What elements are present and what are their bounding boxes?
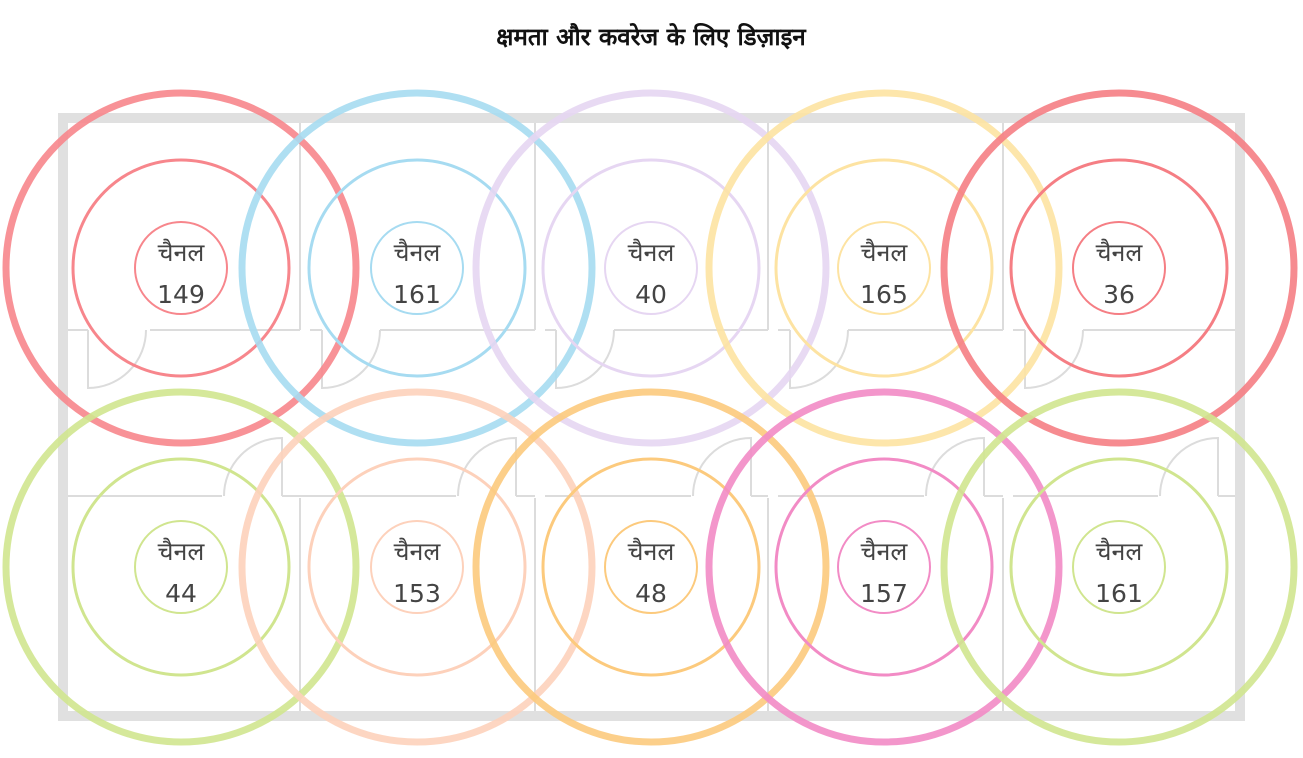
coverage-inner [1009, 457, 1229, 677]
channel-label: चैनल [394, 238, 442, 267]
access-point [370, 520, 464, 614]
coverage-outer [472, 89, 830, 447]
coverage-outer [705, 89, 1063, 447]
coverage-outer [2, 89, 360, 447]
coverage-inner [541, 158, 761, 378]
coverage-outer [940, 89, 1298, 447]
access-point [604, 520, 698, 614]
channel-number: 161 [393, 280, 441, 309]
access-point [134, 221, 228, 315]
coverage-inner [71, 457, 291, 677]
floor-plan [58, 113, 1245, 721]
coverage-outer [2, 388, 360, 746]
channel-label: चैनल [628, 537, 676, 566]
coverage-inner [774, 158, 994, 378]
coverage-outer [705, 388, 1063, 746]
access-point [837, 221, 931, 315]
doors-bottom [223, 436, 1219, 497]
channel-number: 165 [860, 280, 908, 309]
channel-label: चैनल [158, 537, 206, 566]
channel-number: 36 [1103, 280, 1135, 309]
coverage-outer [940, 388, 1298, 746]
channel-number: 157 [860, 579, 908, 608]
channel-label: चैनल [1096, 238, 1144, 267]
channel-number: 153 [393, 579, 441, 608]
channel-number: 48 [635, 579, 667, 608]
channel-label: चैनल [861, 238, 909, 267]
coverage-outer [238, 388, 596, 746]
coverage-inner [541, 457, 761, 677]
channel-label: चैनल [158, 238, 206, 267]
coverage-inner [307, 158, 527, 378]
outer-wall [58, 113, 1245, 721]
channel-label: चैनल [394, 537, 442, 566]
room-walls [299, 123, 1004, 711]
access-point [1072, 520, 1166, 614]
access-point [134, 520, 228, 614]
channel-label: चैनल [628, 238, 676, 267]
title: क्षमता और कवरेज के लिए डिज़ाइन [496, 23, 807, 51]
coverage-inner [307, 457, 527, 677]
channel-label: चैनल [1096, 537, 1144, 566]
channel-number: 161 [1095, 579, 1143, 608]
doors-top [87, 329, 1084, 390]
access-point [1072, 221, 1166, 315]
coverage-outer [472, 388, 830, 746]
access-point [370, 221, 464, 315]
access-point [604, 221, 698, 315]
coverage-inner [774, 457, 994, 677]
channel-number: 40 [635, 280, 667, 309]
channel-label: चैनल [861, 537, 909, 566]
coverage-outer [238, 89, 596, 447]
channel-number: 149 [157, 280, 205, 309]
access-point [837, 520, 931, 614]
channel-number: 44 [165, 579, 197, 608]
coverage-inner [71, 158, 291, 378]
coverage-inner [1009, 158, 1229, 378]
